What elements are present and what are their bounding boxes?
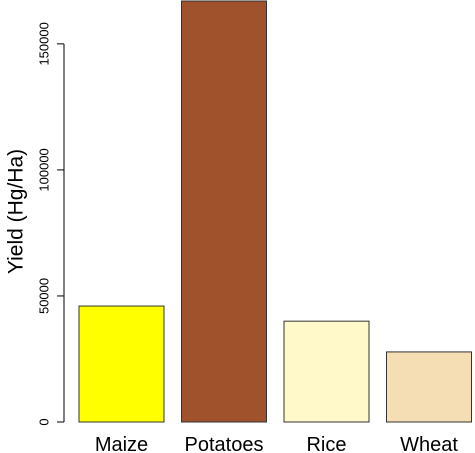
category-label: Rice [306, 434, 346, 453]
bar-maize [78, 305, 165, 423]
y-tick-label: 150000 [36, 22, 51, 65]
y-tick-label: 100000 [36, 148, 51, 191]
category-label: Maize [95, 434, 148, 453]
category-label: Wheat [400, 434, 458, 453]
bar-rice [283, 320, 370, 423]
bar-potatoes [181, 0, 267, 423]
bar-wheat [386, 351, 472, 423]
y-ticks: 0 50000 100000 150000 [36, 22, 64, 426]
y-axis: 0 50000 100000 150000 [36, 22, 65, 426]
y-axis-title: Yield (Hg/Ha) [5, 149, 28, 274]
category-label: Potatoes [185, 434, 264, 453]
y-tick-label: 50000 [36, 278, 51, 314]
y-tick-label: 0 [36, 418, 51, 425]
bars [78, 0, 472, 423]
category-labels: Maize Potatoes Rice Wheat [95, 434, 459, 453]
